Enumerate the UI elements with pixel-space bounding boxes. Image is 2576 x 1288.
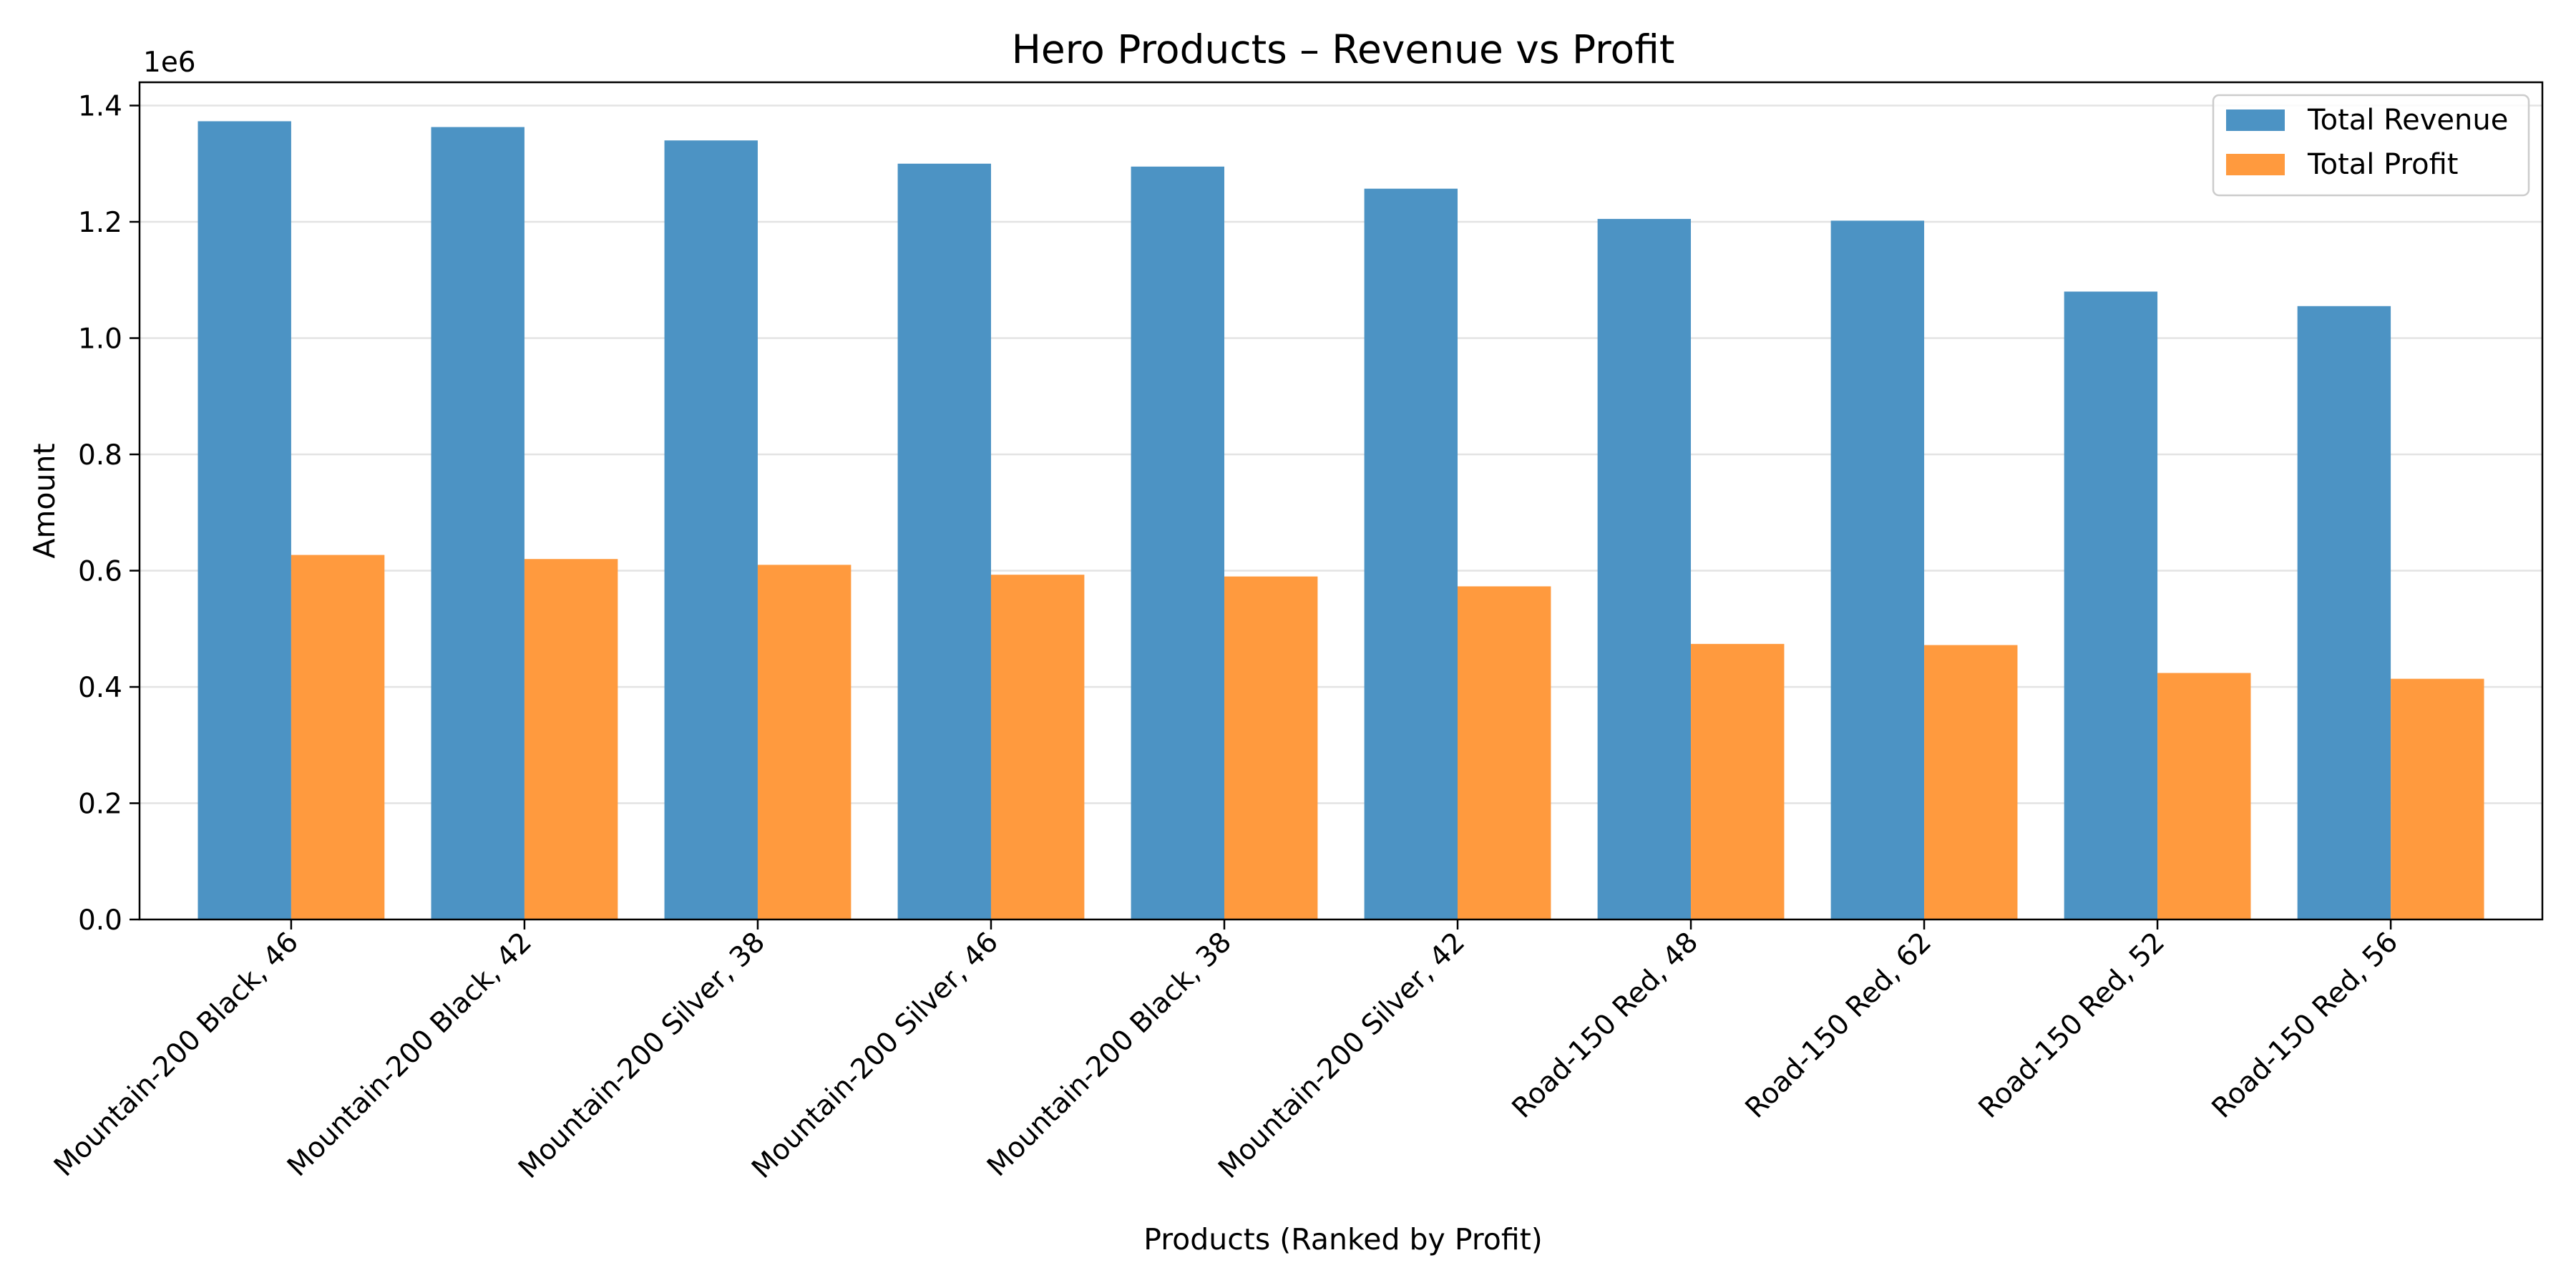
y-tick-label: 0.4	[78, 672, 122, 704]
y-axis-title: Amount	[27, 443, 62, 558]
legend-swatch-profit	[2226, 154, 2285, 175]
profit-bar	[1924, 645, 2018, 919]
profit-bar	[1691, 643, 1785, 919]
legend-label: Total Profit	[2307, 148, 2458, 181]
profit-bar	[2157, 673, 2251, 919]
legend: Total Revenue Total Profit	[2212, 94, 2530, 197]
legend-label: Total Revenue	[2307, 104, 2508, 137]
revenue-bar	[1131, 166, 1224, 919]
y-tick-label: 0.2	[78, 789, 122, 821]
plot-frame	[138, 81, 2544, 921]
y-tick-label: 0.0	[78, 904, 122, 937]
y-tick-label: 1.0	[78, 323, 122, 356]
profit-bar	[757, 565, 852, 919]
x-tick-label: Mountain-200 Black, 38	[981, 926, 1238, 1183]
y-axis-offset-label: 1e6	[143, 47, 196, 79]
y-tick-label: 0.6	[78, 556, 122, 588]
revenue-bar	[2064, 291, 2158, 919]
revenue-bar	[1597, 218, 1692, 919]
profit-bar	[1458, 586, 1551, 919]
profit-bar	[990, 575, 1085, 919]
profit-bar	[291, 555, 385, 919]
x-axis-title: Products (Ranked by Profit)	[1143, 1222, 1543, 1257]
revenue-bar	[2297, 306, 2391, 919]
legend-swatch-revenue	[2226, 109, 2285, 131]
y-tick-label: 1.2	[78, 207, 122, 239]
x-tick-label: Mountain-200 Black, 46	[48, 926, 305, 1183]
x-tick-label: Mountain-200 Black, 42	[281, 926, 538, 1183]
revenue-bar	[1364, 188, 1458, 919]
revenue-bar	[897, 163, 991, 919]
x-tick-label: Road-150 Red, 62	[1740, 926, 1938, 1124]
profit-bar	[2391, 678, 2484, 919]
x-tick-label: Road-150 Red, 48	[1506, 926, 1704, 1124]
x-tick-label: Mountain-200 Silver, 42	[1212, 926, 1471, 1185]
x-tick-label: Road-150 Red, 52	[1973, 926, 2171, 1124]
x-tick-label: Mountain-200 Silver, 38	[512, 926, 771, 1185]
x-tick-label: Road-150 Red, 56	[2206, 926, 2404, 1124]
x-tick-label: Mountain-200 Silver, 46	[746, 926, 1005, 1185]
y-axis: 0.0 0.2 0.4 0.6 0.8 1.0 1.2 1.4	[78, 91, 140, 937]
revenue-bar	[664, 140, 758, 919]
profit-bar	[524, 559, 618, 919]
revenue-bar	[431, 127, 525, 919]
legend-frame	[2212, 94, 2530, 197]
revenue-bar	[197, 121, 291, 919]
profit-bar	[1224, 576, 1318, 919]
chart-title: Hero Products – Revenue vs Profit	[1012, 26, 1675, 72]
y-tick-label: 0.8	[78, 439, 122, 472]
bars	[197, 121, 2484, 919]
y-tick-label: 1.4	[78, 91, 122, 123]
revenue-bar	[1830, 220, 1925, 919]
